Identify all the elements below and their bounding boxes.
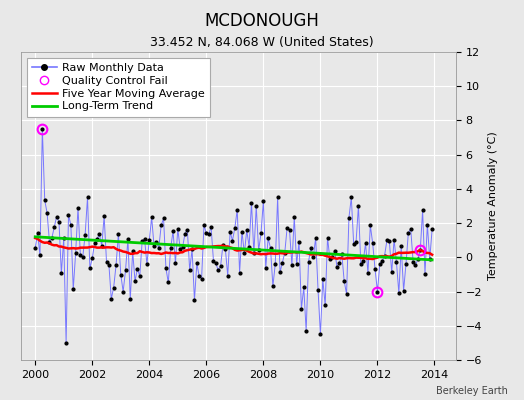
Y-axis label: Temperature Anomaly (°C): Temperature Anomaly (°C)	[488, 132, 498, 280]
Text: MCDONOUGH: MCDONOUGH	[204, 12, 320, 30]
Legend: Raw Monthly Data, Quality Control Fail, Five Year Moving Average, Long-Term Tren: Raw Monthly Data, Quality Control Fail, …	[27, 58, 210, 117]
Text: Berkeley Earth: Berkeley Earth	[436, 386, 508, 396]
Text: 33.452 N, 84.068 W (United States): 33.452 N, 84.068 W (United States)	[150, 36, 374, 49]
